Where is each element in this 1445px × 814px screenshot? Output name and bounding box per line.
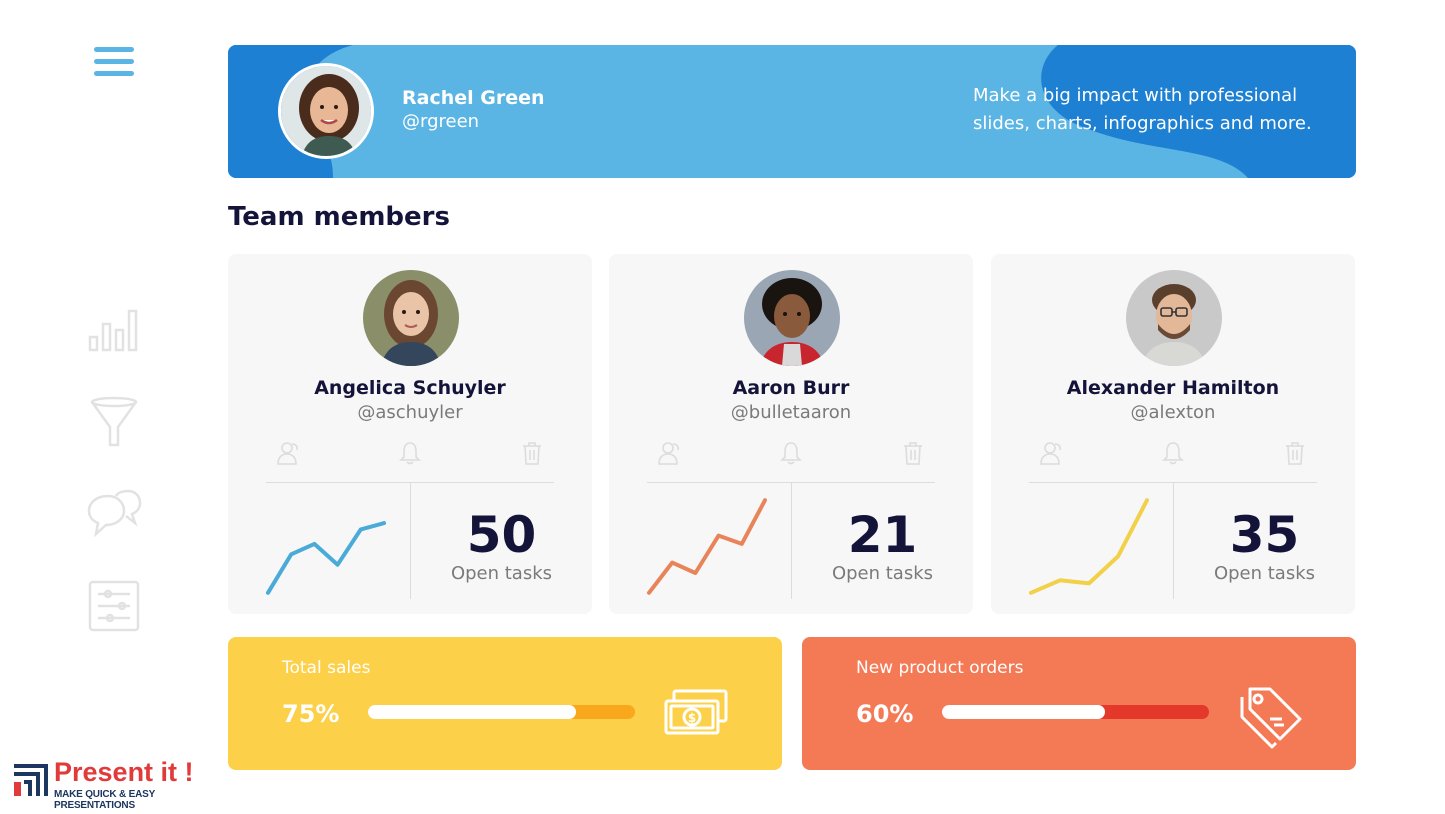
card-divider	[266, 482, 554, 483]
user-icon[interactable]	[657, 440, 683, 466]
member-card: Angelica Schuyler @aschuyler 50 Open tas…	[228, 254, 592, 614]
progress-bar	[368, 705, 635, 719]
svg-text:$: $	[688, 711, 696, 725]
price-tag-icon	[1236, 687, 1306, 749]
member-avatar[interactable]	[1126, 270, 1222, 366]
hamburger-menu-icon[interactable]	[92, 44, 136, 80]
stat-percent: 75%	[282, 700, 340, 728]
member-handle: @aschuyler	[357, 402, 463, 423]
total-sales-panel: Total sales 75% $	[228, 637, 782, 770]
sparkline-path	[1029, 498, 1149, 595]
profile-handle: @rgreen	[402, 111, 480, 132]
sparkline-path	[266, 521, 386, 595]
open-tasks-count: 35	[1229, 506, 1300, 564]
user-icon[interactable]	[1039, 440, 1065, 466]
stat-label: New product orders	[856, 658, 1024, 678]
member-card: Aaron Burr @bulletaaron 21 Open tasks	[609, 254, 973, 614]
member-avatar[interactable]	[744, 270, 840, 366]
open-tasks-count: 21	[847, 506, 918, 564]
stat-label: Total sales	[282, 658, 371, 678]
open-tasks-label: Open tasks	[450, 563, 553, 584]
member-name: Aaron Burr	[732, 377, 850, 399]
profile-banner: Rachel Green @rgreen Make a big impact w…	[228, 45, 1356, 178]
task-trend-sparkline	[647, 498, 767, 595]
member-handle: @alexton	[1130, 402, 1216, 423]
profile-name: Rachel Green	[402, 87, 545, 109]
member-handle: @bulletaaron	[730, 402, 852, 423]
logo-subtitle: MAKE QUICK & EASY PRESENTATIONS	[54, 789, 155, 811]
present-it-logo: Present it ! MAKE QUICK & EASY PRESENTAT…	[14, 757, 214, 811]
bell-icon[interactable]	[778, 440, 804, 466]
bar-chart-icon[interactable]	[86, 304, 142, 360]
funnel-icon[interactable]	[86, 395, 142, 451]
member-name: Angelica Schuyler	[314, 377, 506, 399]
new-product-orders-panel: New product orders 60%	[802, 637, 1356, 770]
chat-icon[interactable]	[86, 486, 142, 542]
bell-icon[interactable]	[1160, 440, 1186, 466]
member-avatar[interactable]	[363, 270, 459, 366]
card-divider	[410, 483, 411, 599]
logo-title: Present it !	[54, 757, 194, 787]
progress-fill	[368, 705, 577, 719]
trash-icon[interactable]	[900, 440, 926, 466]
task-trend-sparkline	[266, 521, 386, 595]
profile-avatar[interactable]	[278, 63, 374, 159]
progress-bar	[942, 705, 1209, 719]
card-divider	[1173, 483, 1174, 599]
sparkline-path	[647, 498, 767, 595]
banner-tagline: Make a big impact with professional slid…	[973, 85, 1312, 134]
open-tasks-label: Open tasks	[1213, 563, 1316, 584]
task-trend-sparkline	[1029, 498, 1149, 595]
trash-icon[interactable]	[1282, 440, 1308, 466]
user-icon[interactable]	[276, 440, 302, 466]
logo-mark-icon	[14, 764, 48, 796]
card-divider	[1029, 482, 1317, 483]
card-divider	[791, 483, 792, 599]
section-title: Team members	[228, 202, 450, 232]
member-card: Alexander Hamilton @alexton 35 Open task…	[991, 254, 1355, 614]
card-divider	[647, 482, 935, 483]
trash-icon[interactable]	[519, 440, 545, 466]
money-icon: $	[662, 687, 732, 747]
bell-icon[interactable]	[397, 440, 423, 466]
member-name: Alexander Hamilton	[1066, 377, 1280, 399]
progress-fill	[942, 705, 1105, 719]
open-tasks-label: Open tasks	[831, 563, 934, 584]
stat-percent: 60%	[856, 700, 914, 728]
settings-sliders-icon[interactable]	[86, 578, 142, 634]
open-tasks-count: 50	[466, 506, 537, 564]
